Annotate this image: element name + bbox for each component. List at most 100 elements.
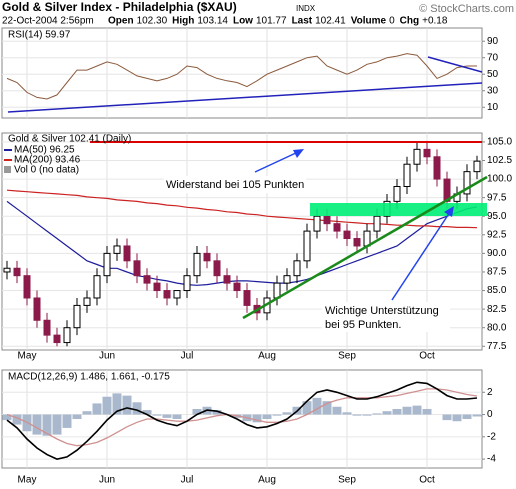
x-tick-label: Oct (419, 351, 435, 362)
legend-label: MACD(12,26,9) 1.486, 1.661, -0.175 (8, 372, 170, 383)
histogram-bar (472, 414, 482, 417)
x-tick-label: Jun (99, 475, 115, 486)
quote-value: +0.18 (422, 16, 448, 27)
rsi-line (6, 53, 477, 100)
candle-body (323, 215, 331, 225)
support-trendline (242, 175, 488, 320)
quote-value: 102.41 (315, 16, 346, 27)
legend-label: MA(200) 93.46 (14, 155, 81, 166)
candle-body (293, 260, 301, 277)
y-tick-label: 95.0 (487, 211, 507, 222)
candle-body (243, 290, 251, 306)
chart-title: Gold & Silver Index - Philadelphia ($XAU… (2, 0, 237, 14)
moving-average (6, 189, 478, 229)
moving-average (6, 200, 478, 286)
x-tick-label: Jul (181, 475, 194, 486)
annotation-box (164, 176, 306, 193)
annotation: Widerstand bei 105 Punkten (166, 179, 304, 191)
candle-body (153, 282, 161, 292)
quote-date: 22-Oct-2004 2:56pm (2, 16, 94, 27)
histogram-bar (12, 414, 22, 425)
histogram-bar (372, 413, 382, 415)
histogram-bar (272, 414, 282, 416)
histogram-bar (312, 397, 322, 415)
y-tick-label: 105.0 (487, 137, 512, 148)
y-tick-label: 80.0 (487, 322, 507, 333)
histogram-bar (392, 408, 402, 415)
quote-value: 0 (389, 16, 395, 27)
histogram-bar (282, 412, 292, 415)
candle-body (213, 260, 221, 277)
quote-label: Volume (351, 16, 387, 27)
annotation: Wichtige Unterstützung (325, 305, 439, 317)
histogram-bar (442, 414, 452, 421)
histogram-bar (332, 406, 342, 415)
histogram-bar (122, 395, 132, 415)
candle-body (473, 160, 481, 173)
histogram-bar (92, 403, 102, 415)
candle-body (123, 245, 131, 262)
x-tick-label: Sep (338, 351, 356, 362)
quote-label: High (172, 16, 194, 27)
arrow (254, 151, 299, 173)
histogram-bar (452, 414, 462, 422)
candle-body (163, 290, 171, 299)
histogram-bar (52, 414, 62, 435)
y-tick-label: -2 (487, 431, 496, 442)
histogram-bar (342, 412, 352, 415)
quote-label: Chg (400, 16, 419, 27)
x-tick-label: May (18, 475, 37, 486)
histogram-bar (162, 414, 172, 418)
candle-body (423, 148, 431, 158)
candle-body (173, 290, 181, 299)
histogram-bar (172, 414, 182, 419)
candle-body (413, 148, 421, 165)
x-tick-label: Aug (258, 351, 276, 362)
y-tick-label: 97.5 (487, 192, 507, 203)
arrow-head (444, 206, 454, 217)
y-tick-label: -4 (487, 454, 496, 465)
x-tick-label: Sep (338, 475, 356, 486)
candle-body (43, 319, 51, 336)
candle-body (23, 275, 31, 299)
histogram-bar (32, 414, 42, 435)
histogram-bar (142, 410, 152, 415)
quote-label: Low (233, 16, 253, 27)
x-tick-label: Jun (99, 351, 115, 362)
candle-body (183, 275, 191, 292)
y-tick-label: 85.0 (487, 285, 507, 296)
y-tick-label: 30 (487, 85, 499, 96)
x-tick-label: Oct (419, 475, 435, 486)
histogram-bar (212, 410, 222, 415)
histogram-bar (72, 414, 82, 419)
histogram-bar (322, 401, 332, 415)
candle-body (393, 186, 401, 202)
histogram-bar (192, 408, 202, 415)
y-tick-label: 87.5 (487, 267, 507, 278)
arrow-head (293, 149, 304, 158)
y-tick-label: 10 (487, 102, 499, 113)
x-tick-label: Jul (181, 351, 194, 362)
quote-value: 103.14 (197, 16, 228, 27)
candle-body (3, 267, 11, 273)
candle-body (223, 275, 231, 284)
candle-body (83, 297, 91, 306)
x-tick-label: May (18, 351, 37, 362)
histogram-bar (112, 393, 122, 415)
exchange: INDX (296, 4, 316, 13)
candle-body (433, 156, 441, 180)
x-tick-label: Aug (258, 475, 276, 486)
y-tick-label: 70 (487, 52, 499, 63)
candle-body (33, 297, 41, 321)
histogram-bar (42, 414, 52, 436)
annotation: bei 95 Punkten. (325, 319, 401, 331)
histogram-bar (252, 414, 262, 423)
rsi-panel (1, 27, 483, 119)
candle-body (343, 230, 351, 240)
copyright: © StockCharts.com (419, 3, 514, 15)
y-tick-label: 100.0 (487, 174, 512, 185)
histogram-bar (152, 414, 162, 416)
y-tick-label: 2 (487, 387, 493, 398)
candle-body (103, 252, 111, 277)
